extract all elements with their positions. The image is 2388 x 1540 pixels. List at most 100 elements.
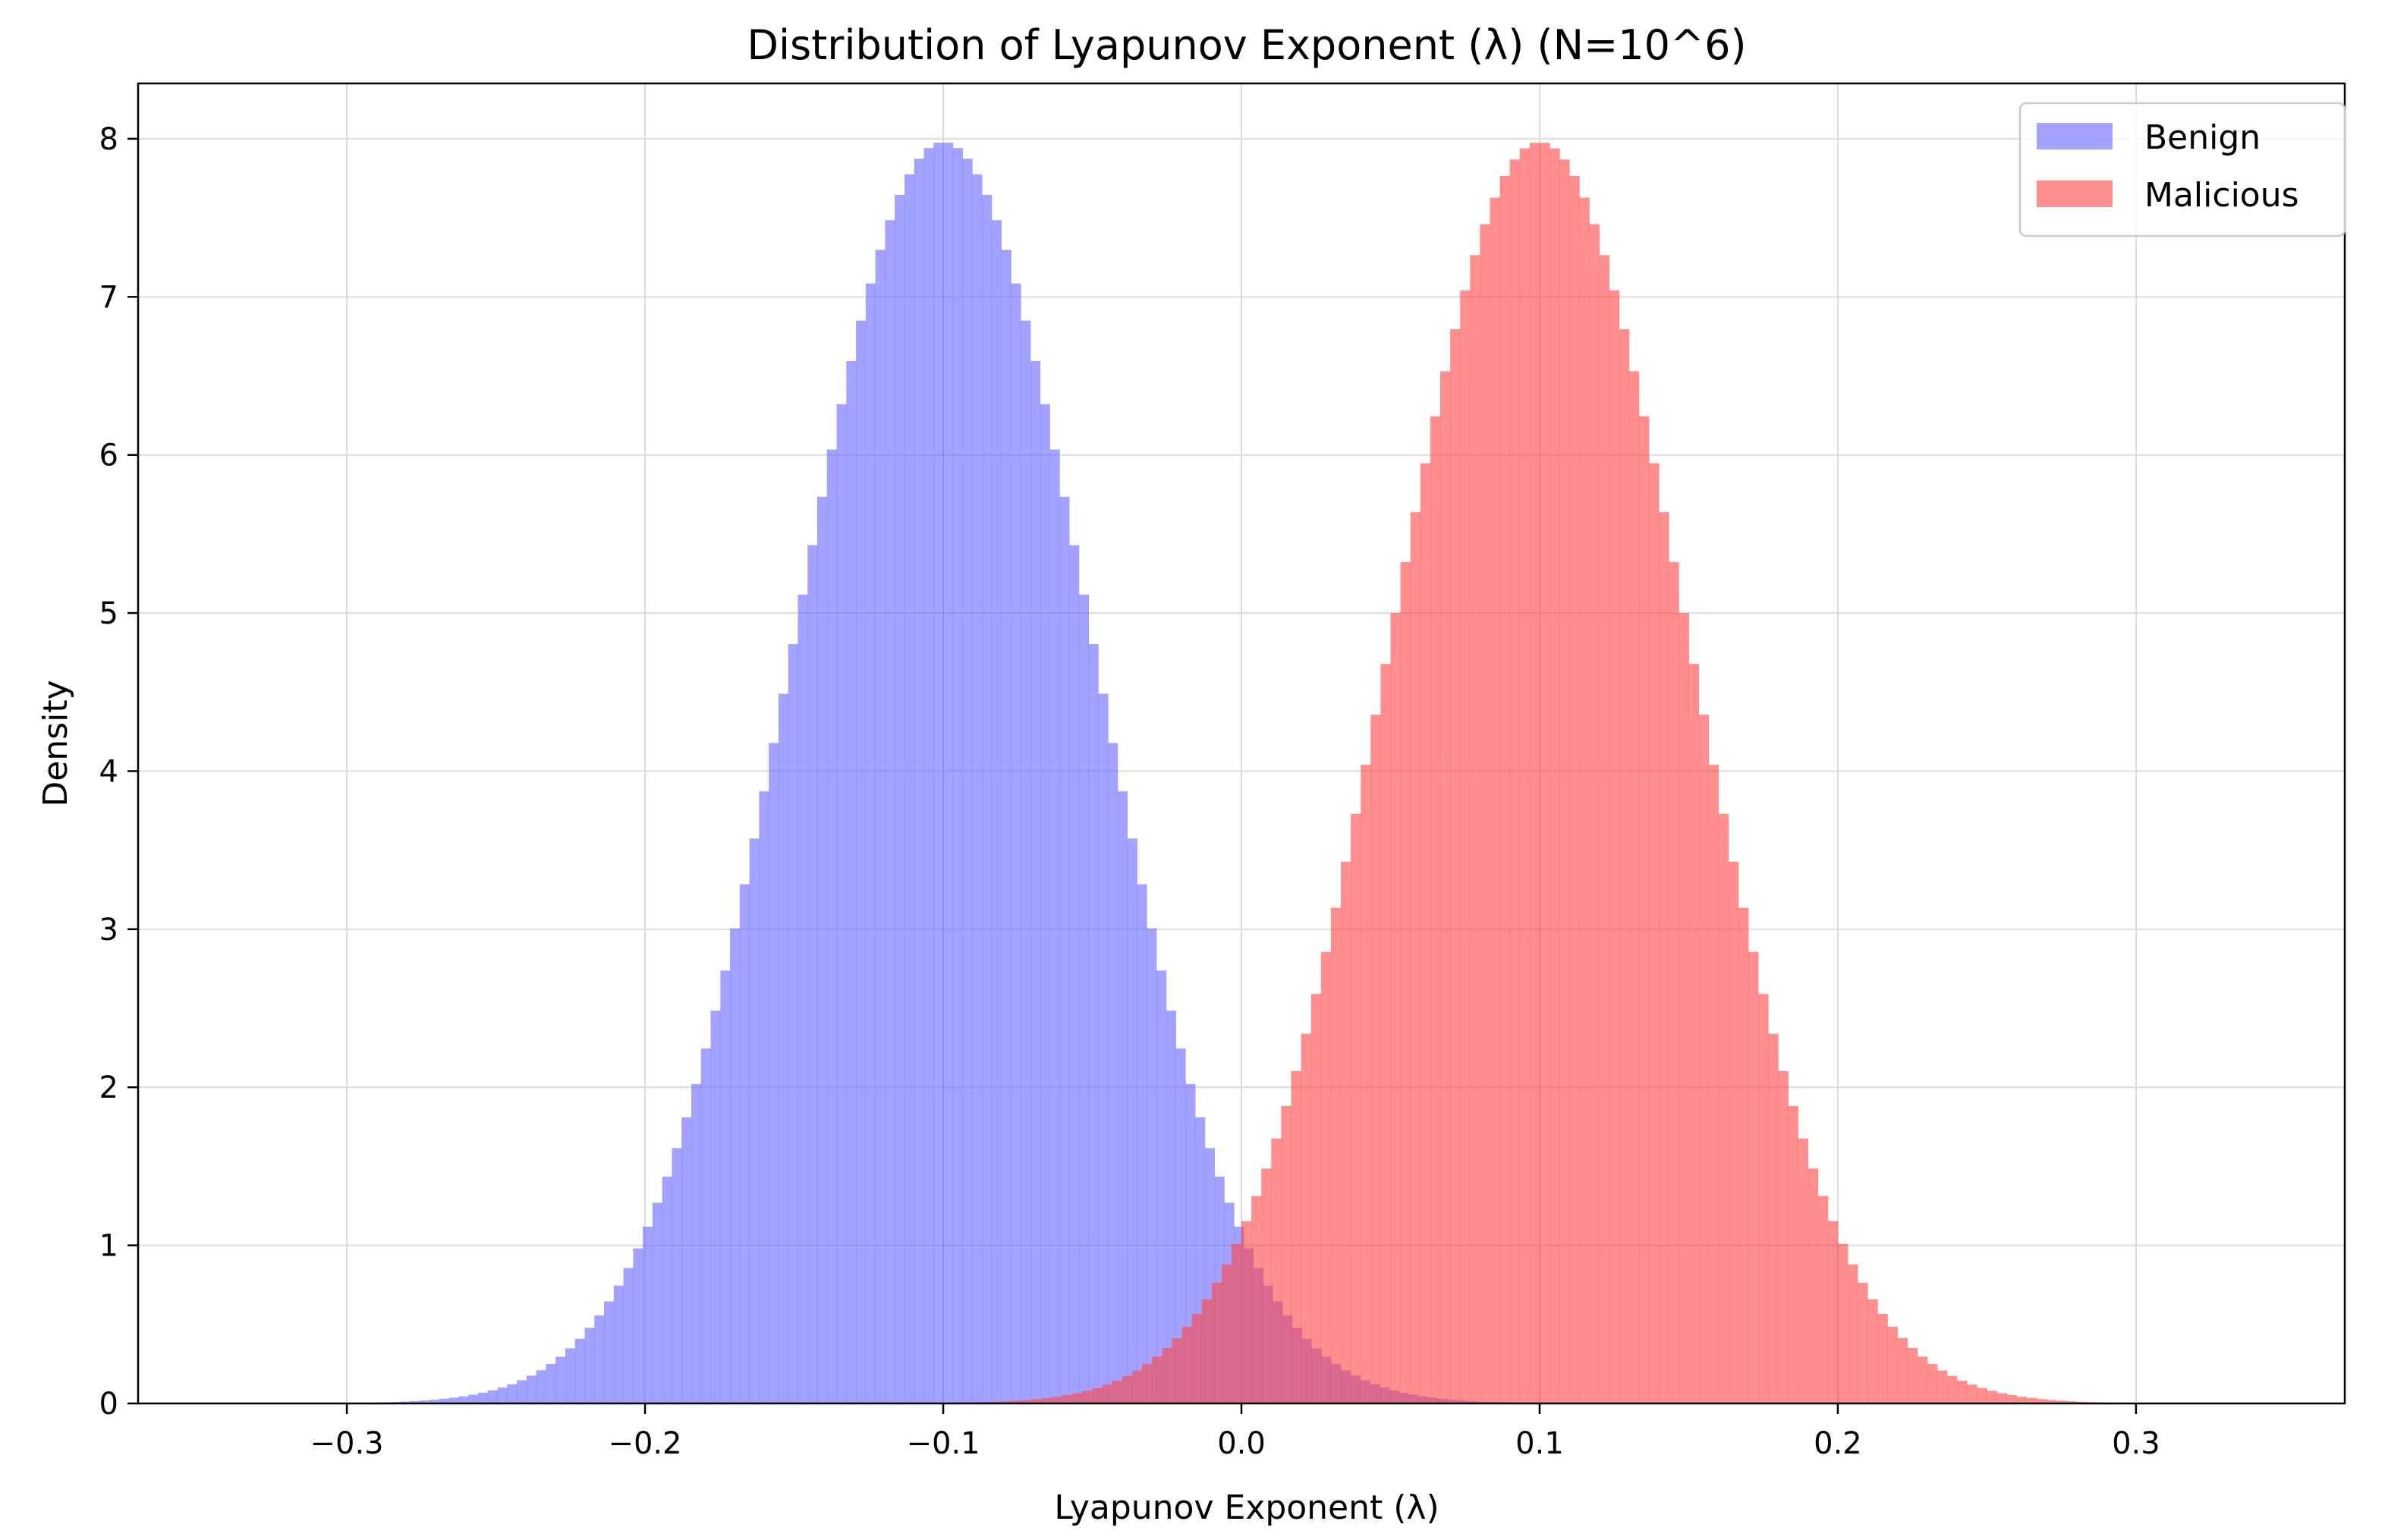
bar-benign	[826, 449, 837, 1404]
bar-malicious	[1122, 1375, 1133, 1403]
bar-malicious	[1172, 1337, 1182, 1403]
bar-benign	[439, 1398, 450, 1403]
bar-benign	[584, 1328, 595, 1403]
bar-benign	[429, 1400, 440, 1403]
bar-malicious	[1181, 1326, 1192, 1403]
bar-benign	[788, 644, 798, 1403]
bar-malicious	[1609, 290, 1620, 1404]
bar-benign	[477, 1392, 489, 1403]
legend: Benign Malicious	[2018, 102, 2346, 237]
bar-malicious	[1579, 197, 1590, 1404]
bar-malicious	[1987, 1391, 1997, 1403]
bar-benign	[769, 743, 779, 1403]
bar-malicious	[1669, 562, 1679, 1403]
bar-benign	[1078, 594, 1090, 1403]
bar-benign	[1069, 545, 1080, 1403]
bar-benign	[1175, 1048, 1186, 1403]
bar-malicious	[2036, 1399, 2047, 1403]
series-benign	[361, 143, 1525, 1404]
bar-benign	[517, 1380, 527, 1403]
bar-malicious	[1897, 1337, 1908, 1403]
bar-malicious	[1559, 159, 1570, 1404]
bar-malicious	[1817, 1196, 1829, 1403]
plot-area-frame	[137, 82, 2346, 1405]
bar-malicious	[1062, 1394, 1073, 1403]
y-tick-label: 1	[99, 1229, 118, 1264]
bar-benign	[875, 250, 886, 1403]
bar-benign	[497, 1388, 508, 1403]
bar-malicious	[1788, 1106, 1798, 1403]
bar-malicious	[1330, 907, 1342, 1403]
bar-malicious	[1052, 1397, 1063, 1403]
bar-benign	[759, 791, 769, 1403]
bar-malicious	[1708, 765, 1719, 1403]
bar-malicious	[1271, 1138, 1282, 1403]
legend-label-benign: Benign	[2144, 118, 2261, 157]
x-tick-label: −0.2	[608, 1426, 681, 1461]
bar-benign	[836, 404, 847, 1403]
bar-malicious	[1310, 994, 1322, 1403]
y-tick-label: 5	[99, 596, 118, 631]
x-axis-label: Lyapunov Exponent (λ)	[1054, 1488, 1439, 1527]
bar-malicious	[1539, 143, 1550, 1404]
bar-malicious	[1837, 1243, 1848, 1403]
bar-malicious	[1599, 255, 1610, 1403]
bar-benign	[487, 1390, 498, 1403]
bar-malicious	[1002, 1401, 1014, 1403]
bar-benign	[507, 1384, 518, 1403]
bar-malicious	[1529, 143, 1540, 1404]
bar-malicious	[1649, 463, 1660, 1403]
bar-malicious	[1420, 463, 1431, 1403]
bar-malicious	[1758, 994, 1769, 1403]
bar-benign	[914, 159, 924, 1403]
bar-malicious	[1470, 255, 1480, 1403]
axis-ticks: −0.3 −0.2 −0.1 0.0 0.1 0.2 0.3 0 1 2 3 4 5 6 7 8	[99, 122, 2160, 1461]
bar-malicious	[1152, 1356, 1163, 1403]
bar-benign	[807, 545, 818, 1403]
bar-malicious	[1340, 861, 1351, 1403]
bar-malicious	[1490, 197, 1500, 1404]
bar-malicious	[1569, 175, 1580, 1404]
bar-malicious	[1450, 328, 1461, 1404]
bar-malicious	[1550, 148, 1560, 1403]
bar-malicious	[1728, 861, 1739, 1403]
bar-malicious	[1698, 715, 1710, 1403]
bar-benign	[1108, 743, 1118, 1403]
bar-benign	[623, 1268, 634, 1403]
bar-malicious	[1112, 1380, 1123, 1403]
bar-malicious	[1827, 1221, 1839, 1403]
bar-malicious	[1688, 664, 1699, 1403]
legend-label-malicious: Malicious	[2144, 176, 2299, 215]
y-tick-label: 8	[99, 122, 118, 157]
y-tick-label: 2	[99, 1070, 118, 1105]
bar-malicious	[1679, 612, 1689, 1404]
bar-benign	[846, 360, 857, 1404]
bar-benign	[700, 1048, 711, 1403]
bar-benign	[885, 220, 895, 1404]
bar-malicious	[1162, 1347, 1172, 1403]
bar-benign	[546, 1364, 556, 1403]
bar-malicious	[1261, 1168, 1272, 1403]
bar-benign	[923, 148, 934, 1403]
bar-benign	[1030, 360, 1041, 1404]
bar-malicious	[1848, 1264, 1858, 1403]
bar-malicious	[2026, 1397, 2037, 1403]
bar-benign	[691, 1084, 702, 1403]
bar-benign	[991, 220, 1002, 1404]
bar-malicious	[1400, 562, 1411, 1403]
bar-malicious	[1351, 813, 1361, 1403]
bar-malicious	[1798, 1138, 1809, 1403]
bar-malicious	[1320, 951, 1332, 1403]
x-tick-label: −0.3	[310, 1426, 384, 1461]
bar-benign	[1021, 320, 1031, 1403]
bar-benign	[1049, 449, 1060, 1404]
bar-benign	[1137, 884, 1147, 1403]
bar-benign	[536, 1370, 546, 1403]
bar-malicious	[1410, 512, 1421, 1403]
bar-malicious	[1022, 1400, 1034, 1403]
y-tick-label: 7	[99, 280, 118, 315]
bar-benign	[458, 1396, 469, 1403]
bar-benign	[1011, 283, 1021, 1403]
bar-benign	[448, 1397, 459, 1403]
bar-benign	[1147, 928, 1157, 1403]
